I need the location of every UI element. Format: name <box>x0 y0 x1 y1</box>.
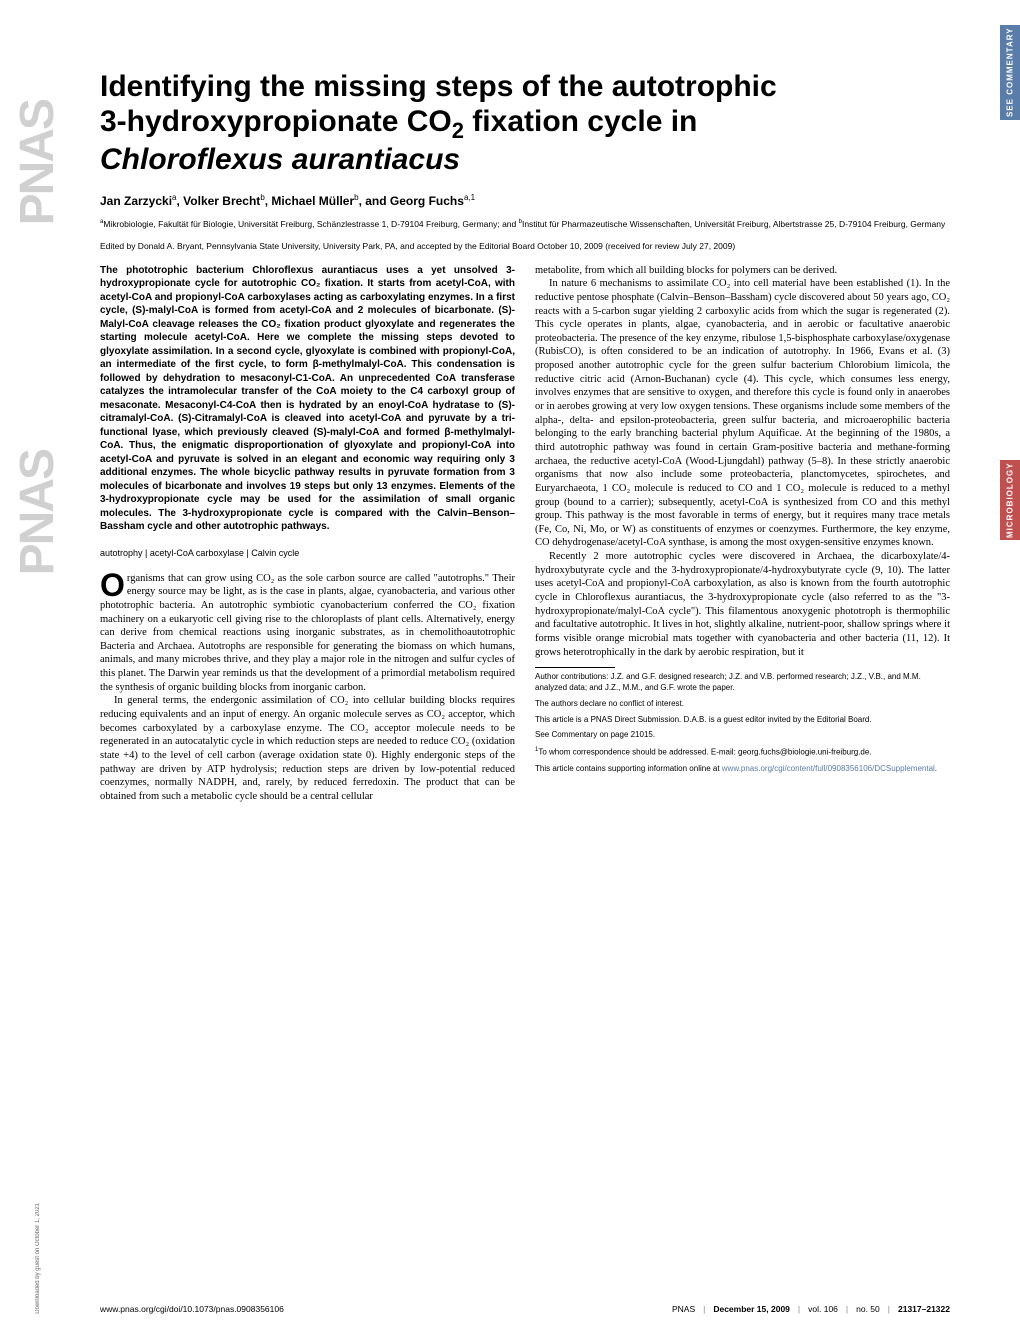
footnote-direct-submission: This article is a PNAS Direct Submission… <box>535 715 950 726</box>
page-footer: www.pnas.org/cgi/doi/10.1073/pnas.090835… <box>100 1304 950 1314</box>
abstract: The phototrophic bacterium Chloroflexus … <box>100 264 515 534</box>
affil-b: Institut für Pharmazeutische Wissenschaf… <box>522 219 945 229</box>
si-a: This article contains supporting informa… <box>535 764 722 773</box>
corresp-text: To whom correspondence should be address… <box>538 748 871 757</box>
title-line-2b: fixation cycle in <box>464 105 697 138</box>
footnotes: Author contributions: J.Z. and G.F. desi… <box>535 672 950 774</box>
footer-sep-3: | <box>846 1304 848 1314</box>
footer-doi: www.pnas.org/cgi/doi/10.1073/pnas.090835… <box>100 1304 284 1314</box>
footer-journal: PNAS <box>672 1304 695 1314</box>
footer-sep-1: | <box>703 1304 705 1314</box>
keywords: autotrophy | acetyl-CoA carboxylase | Ca… <box>100 548 515 558</box>
si-link[interactable]: www.pnas.org/cgi/content/full/0908356106… <box>722 764 935 773</box>
footer-pages: 21317–21322 <box>898 1304 950 1314</box>
title-line-3-species: Chloroflexus aurantiacus <box>100 143 460 176</box>
body-p1: Organisms that can grow using CO₂ as the… <box>100 572 515 695</box>
body-p3: metabolite, from which all building bloc… <box>535 264 950 278</box>
footnote-conflict: The authors declare no conflict of inter… <box>535 699 950 710</box>
body-text-left: Organisms that can grow using CO₂ as the… <box>100 572 515 804</box>
author-3: , Michael Müller <box>265 194 354 208</box>
authors-line: Jan Zarzyckia, Volker Brechtb, Michael M… <box>100 193 950 208</box>
body-p4: In nature 6 mechanisms to assimilate CO₂… <box>535 277 950 550</box>
footnote-commentary: See Commentary on page 21015. <box>535 730 950 741</box>
edited-by: Edited by Donald A. Bryant, Pennsylvania… <box>100 241 950 252</box>
body-p2: In general terms, the endergonic assimil… <box>100 694 515 803</box>
footer-issue: no. 50 <box>856 1304 880 1314</box>
dropcap: O <box>100 572 127 599</box>
title-line-1: Identifying the missing steps of the aut… <box>100 70 777 103</box>
left-column: The phototrophic bacterium Chloroflexus … <box>100 264 515 804</box>
author-4: , and Georg Fuchs <box>359 194 464 208</box>
si-b: . <box>935 764 937 773</box>
affil-a: Mikrobiologie, Fakultät für Biologie, Un… <box>103 219 518 229</box>
author-4-sup: a,1 <box>464 193 475 202</box>
title-sub: 2 <box>452 118 464 143</box>
footnote-rule <box>535 667 615 668</box>
article-title: Identifying the missing steps of the aut… <box>100 70 950 177</box>
body-text-right: metabolite, from which all building bloc… <box>535 264 950 660</box>
right-column: metabolite, from which all building bloc… <box>535 264 950 804</box>
author-2: , Volker Brecht <box>177 194 261 208</box>
body-p5: Recently 2 more autotrophic cycles were … <box>535 550 950 659</box>
affiliations: aMikrobiologie, Fakultät für Biologie, U… <box>100 218 950 230</box>
title-line-2a: 3-hydroxypropionate CO <box>100 105 452 138</box>
footnote-si: This article contains supporting informa… <box>535 764 950 775</box>
footer-sep-4: | <box>888 1304 890 1314</box>
footer-date: December 15, 2009 <box>713 1304 790 1314</box>
footnote-contributions: Author contributions: J.Z. and G.F. desi… <box>535 672 950 694</box>
body-p1-text: rganisms that can grow using CO₂ as the … <box>100 573 515 693</box>
author-1: Jan Zarzycki <box>100 194 172 208</box>
download-note: Downloaded by guest on October 1, 2021 <box>35 1203 41 1314</box>
footer-vol: vol. 106 <box>808 1304 838 1314</box>
footnote-correspondence: 1To whom correspondence should be addres… <box>535 746 950 758</box>
footer-sep-2: | <box>798 1304 800 1314</box>
footer-right: PNAS | December 15, 2009 | vol. 106 | no… <box>672 1304 950 1314</box>
